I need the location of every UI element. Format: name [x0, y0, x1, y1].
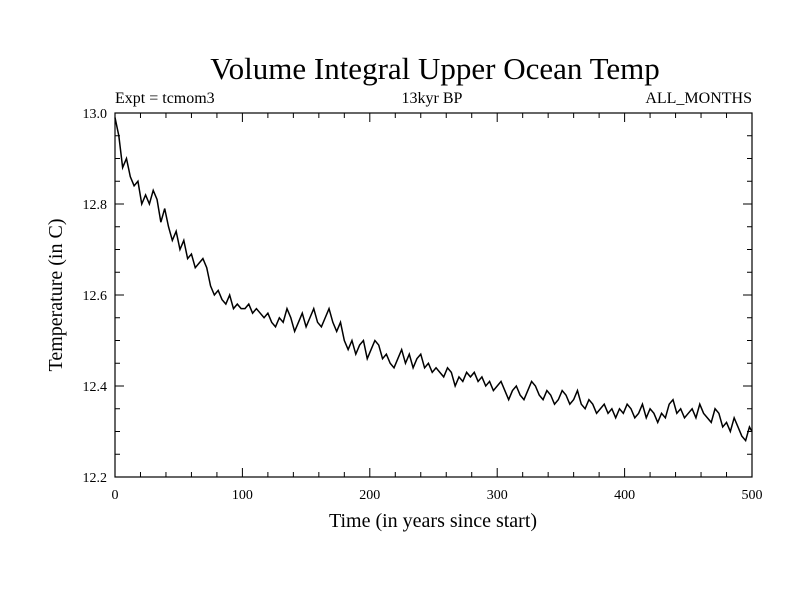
temperature-series-line — [114, 117, 753, 443]
axis-ticks — [114, 112, 753, 478]
y-tick-label: 13.0 — [83, 107, 108, 122]
x-tick-label: 0 — [112, 488, 119, 503]
x-tick-label: 400 — [614, 488, 635, 503]
y-tick-label: 12.4 — [83, 380, 108, 395]
x-tick-label: 200 — [359, 488, 380, 503]
chart-title: Volume Integral Upper Ocean Temp — [210, 51, 660, 86]
x-tick-label: 300 — [487, 488, 508, 503]
y-axis-label: Temperature (in C) — [45, 219, 67, 372]
x-tick-label: 500 — [742, 488, 763, 503]
months-label: ALL_MONTHS — [645, 90, 752, 107]
axis-tick-labels: 0 100 200 300 400 500 12.2 12.4 12.6 12.8 13.0 — [83, 107, 763, 503]
y-tick-label: 12.2 — [83, 471, 108, 486]
experiment-label: Expt = tcmom3 — [115, 90, 215, 107]
y-tick-label: 12.6 — [83, 289, 108, 304]
y-tick-label: 12.8 — [83, 198, 108, 213]
x-axis-label: Time (in years since start) — [329, 510, 537, 532]
x-tick-label: 100 — [232, 488, 253, 503]
period-label: 13kyr BP — [402, 90, 463, 107]
